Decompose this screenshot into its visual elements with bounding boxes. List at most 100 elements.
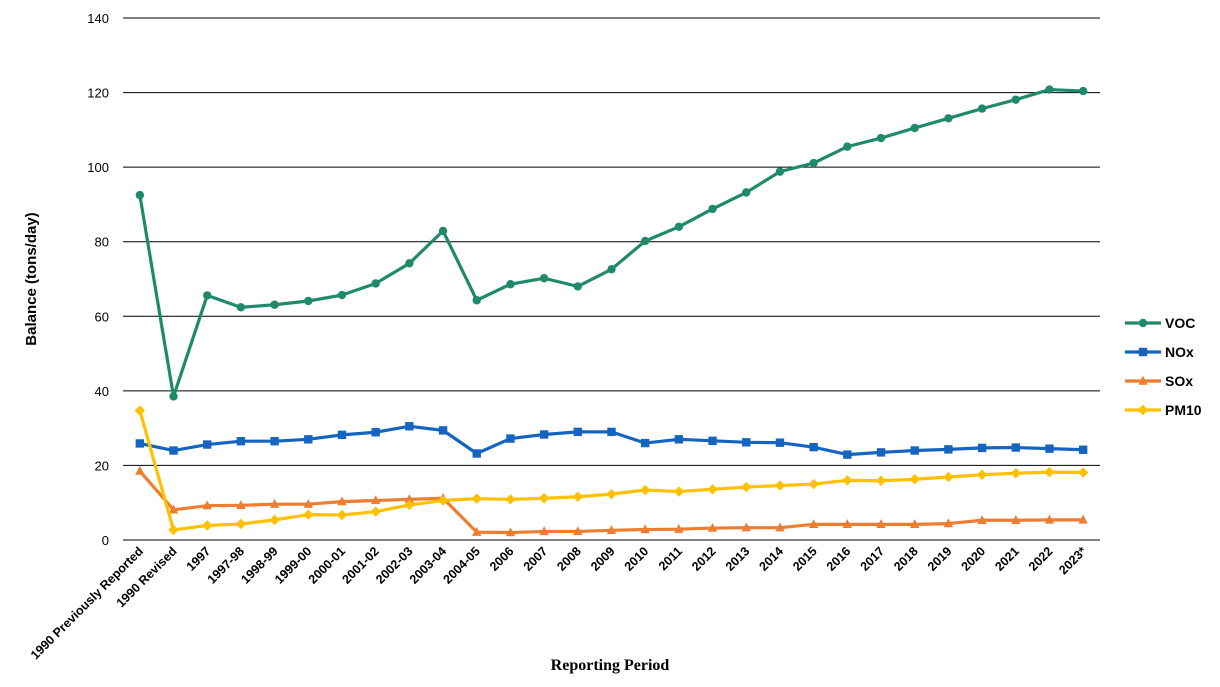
voc-point xyxy=(876,133,886,143)
voc-point xyxy=(775,167,785,176)
x-tick-label: 2019 xyxy=(925,544,955,574)
sox-point xyxy=(404,494,415,504)
sox-point xyxy=(370,495,381,505)
pm10-point xyxy=(606,488,617,500)
nox-point xyxy=(1011,443,1020,452)
voc-point xyxy=(910,123,919,133)
voc-point xyxy=(135,190,145,200)
series-pm10 xyxy=(134,405,1089,536)
sox-point xyxy=(202,500,212,510)
sox-point xyxy=(168,504,179,514)
series-group xyxy=(134,85,1089,537)
nox-point xyxy=(539,430,549,439)
sox-point xyxy=(876,519,886,529)
nox-point xyxy=(708,436,717,446)
nox-point xyxy=(135,439,145,448)
sox-point xyxy=(640,524,650,534)
sox-point xyxy=(910,519,920,529)
sox-point xyxy=(1011,515,1021,524)
x-tick-label: 2023* xyxy=(1056,544,1089,577)
x-tick-label: 2016 xyxy=(824,544,854,574)
nox-point xyxy=(371,428,380,437)
nox-point xyxy=(876,448,886,457)
voc-point xyxy=(977,104,987,113)
gridlines xyxy=(123,17,1100,541)
voc-point xyxy=(1045,85,1054,94)
voc-point xyxy=(944,114,953,123)
pm10-point xyxy=(808,478,819,490)
y-axis-ticks: 0 20 40 60 80 100 120 140 xyxy=(87,11,109,548)
nox-point xyxy=(438,426,448,435)
legend-item-voc: VOC xyxy=(1125,315,1195,331)
pm10-point xyxy=(202,520,213,531)
x-tick-label: 2017 xyxy=(858,544,888,574)
nox-point xyxy=(1078,445,1088,454)
pm10-point xyxy=(370,506,381,517)
pm10-point xyxy=(741,481,752,493)
nox-point xyxy=(573,427,583,437)
pm10-point xyxy=(437,495,449,506)
sox-point xyxy=(1078,514,1088,524)
pm10-point xyxy=(505,494,516,505)
sox-point xyxy=(269,499,280,508)
voc-point xyxy=(438,226,448,236)
pm10-point xyxy=(269,514,280,526)
voc-point xyxy=(573,282,583,291)
sox-point xyxy=(977,515,987,524)
pm10-point xyxy=(1044,466,1055,478)
voc-point xyxy=(371,279,380,288)
x-tick-label: 2009 xyxy=(588,544,618,574)
x-tick-label: 2007 xyxy=(521,544,551,574)
series-sox xyxy=(135,465,1088,537)
legend-label: VOC xyxy=(1165,315,1195,331)
x-tick-label: 1990 Revised xyxy=(114,544,180,610)
voc-point xyxy=(472,296,481,305)
voc-point xyxy=(539,274,549,283)
legend-marker xyxy=(1138,318,1148,328)
voc-point xyxy=(640,236,650,246)
sox-point xyxy=(606,525,617,535)
sox-point xyxy=(674,523,684,533)
sox-point xyxy=(1044,514,1055,524)
y-tick-label: 120 xyxy=(87,86,109,101)
y-tick-label: 100 xyxy=(87,160,109,175)
voc-point xyxy=(270,300,279,309)
sox-point xyxy=(539,526,549,536)
legend-label: PM10 xyxy=(1165,402,1202,418)
sox-point xyxy=(337,496,347,506)
x-tick-label: 2010 xyxy=(622,544,652,574)
y-axis-label: Balance (tons/day) xyxy=(23,212,40,345)
x-tick-label: 2011 xyxy=(656,544,685,573)
nox-point xyxy=(944,445,953,454)
series-nox xyxy=(135,422,1088,459)
sox-point xyxy=(842,519,853,529)
pm10-point xyxy=(1077,467,1089,478)
legend-marker xyxy=(1138,375,1148,385)
x-tick-label: 2022 xyxy=(1026,544,1056,574)
y-tick-label: 20 xyxy=(95,458,109,473)
x-tick-label: 2018 xyxy=(891,544,921,574)
pm10-point xyxy=(639,484,651,496)
sox-point xyxy=(135,465,145,475)
nox-point xyxy=(169,446,178,455)
pm10-point xyxy=(707,484,718,495)
voc-point xyxy=(674,222,684,231)
sox-line xyxy=(138,469,1084,535)
pm10-point xyxy=(404,499,415,511)
y-tick-label: 0 xyxy=(102,533,109,548)
voc-point xyxy=(236,303,246,312)
x-tick-label: 1997 xyxy=(184,544,214,574)
sox-point xyxy=(472,526,482,536)
voc-point xyxy=(506,280,515,289)
pm10-point xyxy=(943,471,954,483)
pm10-point xyxy=(336,509,348,521)
pm10-point xyxy=(538,493,550,504)
nox-point xyxy=(405,422,414,431)
sox-point xyxy=(741,522,751,532)
nox-point xyxy=(910,446,919,455)
voc-point xyxy=(337,290,347,300)
nox-point xyxy=(640,438,650,448)
pm10-point xyxy=(303,509,314,520)
